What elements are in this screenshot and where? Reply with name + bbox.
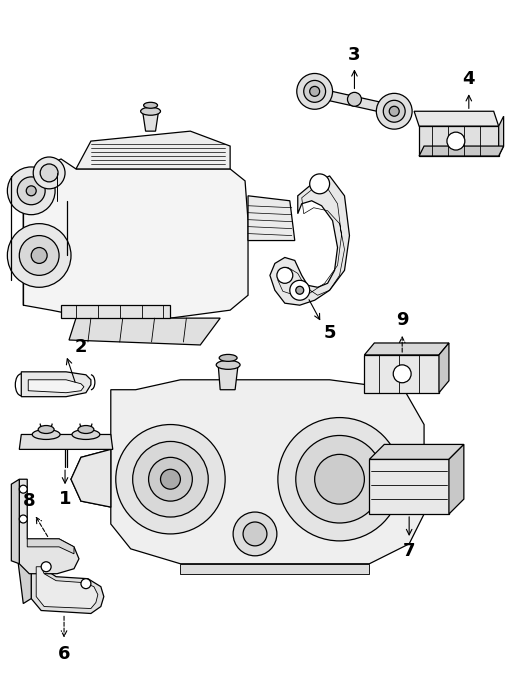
Circle shape [310, 174, 330, 194]
Text: 9: 9 [396, 311, 408, 329]
Polygon shape [28, 380, 84, 392]
Ellipse shape [219, 354, 237, 361]
Circle shape [314, 454, 364, 504]
Circle shape [296, 435, 384, 523]
Polygon shape [419, 146, 503, 156]
Polygon shape [69, 318, 220, 345]
Circle shape [19, 515, 27, 523]
Circle shape [389, 107, 399, 116]
Text: 3: 3 [348, 45, 361, 64]
Polygon shape [449, 445, 464, 514]
Circle shape [310, 86, 320, 96]
Polygon shape [414, 111, 499, 126]
Circle shape [376, 93, 412, 129]
Polygon shape [143, 111, 158, 131]
Circle shape [304, 80, 326, 103]
Circle shape [393, 365, 411, 383]
Polygon shape [76, 131, 230, 169]
Circle shape [19, 236, 59, 276]
Polygon shape [369, 459, 449, 514]
Circle shape [243, 522, 267, 546]
Text: 1: 1 [59, 490, 71, 508]
Circle shape [41, 562, 51, 572]
Polygon shape [369, 445, 464, 459]
Polygon shape [364, 355, 439, 392]
Polygon shape [270, 176, 350, 305]
Circle shape [148, 458, 193, 501]
Polygon shape [23, 159, 248, 318]
Circle shape [7, 167, 55, 215]
Circle shape [297, 73, 333, 109]
Ellipse shape [78, 426, 94, 433]
Ellipse shape [32, 430, 60, 439]
Circle shape [116, 424, 225, 534]
Circle shape [17, 177, 45, 205]
Polygon shape [71, 449, 111, 507]
Circle shape [19, 485, 27, 493]
Circle shape [40, 164, 58, 182]
Ellipse shape [72, 430, 100, 439]
Polygon shape [439, 343, 449, 392]
Polygon shape [18, 559, 31, 604]
Polygon shape [21, 372, 91, 397]
Polygon shape [27, 539, 74, 554]
Ellipse shape [216, 361, 240, 369]
Polygon shape [36, 567, 98, 608]
Text: 5: 5 [323, 324, 336, 342]
Circle shape [347, 92, 361, 107]
Polygon shape [11, 479, 19, 564]
Text: 4: 4 [463, 71, 475, 88]
Circle shape [161, 469, 180, 489]
Circle shape [278, 418, 401, 541]
Polygon shape [419, 126, 499, 156]
Circle shape [290, 280, 310, 300]
Text: 2: 2 [75, 338, 87, 356]
Polygon shape [19, 435, 113, 449]
Ellipse shape [141, 107, 161, 115]
Polygon shape [61, 305, 171, 318]
Circle shape [296, 287, 304, 294]
Polygon shape [111, 380, 424, 564]
Circle shape [26, 186, 36, 196]
Circle shape [447, 132, 465, 150]
Circle shape [277, 268, 293, 283]
Ellipse shape [144, 103, 157, 108]
Polygon shape [218, 365, 238, 390]
Circle shape [81, 579, 91, 589]
Text: 6: 6 [58, 645, 70, 663]
Polygon shape [364, 343, 449, 355]
Circle shape [133, 441, 208, 517]
Circle shape [384, 100, 405, 122]
Circle shape [33, 157, 65, 189]
Polygon shape [180, 564, 369, 574]
Polygon shape [310, 86, 399, 116]
Polygon shape [26, 559, 104, 614]
Polygon shape [499, 116, 503, 156]
Polygon shape [19, 479, 79, 574]
Text: 7: 7 [403, 542, 416, 560]
Polygon shape [248, 196, 295, 240]
Text: 8: 8 [23, 492, 36, 510]
Circle shape [7, 223, 71, 287]
Circle shape [31, 248, 47, 263]
Ellipse shape [38, 426, 54, 433]
Circle shape [233, 512, 277, 556]
